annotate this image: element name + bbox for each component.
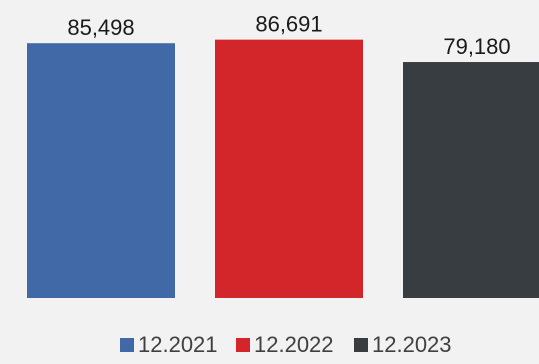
- legend-item-12-2021: 12.2021: [120, 332, 218, 357]
- legend-swatch: [120, 338, 134, 352]
- legend-label: 12.2023: [372, 332, 452, 357]
- legend-swatch: [236, 338, 250, 352]
- legend-label: 12.2021: [138, 332, 218, 357]
- legend-item-12-2022: 12.2022: [236, 332, 334, 357]
- data-label-12-2022: 86,691: [255, 12, 322, 37]
- data-labels-layer: 85,498 86,691 79,180: [67, 12, 510, 59]
- data-label-12-2023: 79,180: [443, 34, 510, 59]
- legend-item-12-2023: 12.2023: [354, 332, 452, 357]
- legend-swatch: [354, 338, 368, 352]
- bar-12-2021: [27, 43, 175, 299]
- data-label-12-2021: 85,498: [67, 15, 134, 40]
- legend-label: 12.2022: [254, 332, 334, 357]
- bar-12-2023: [403, 62, 539, 299]
- bar-12-2022: [215, 39, 363, 298]
- bars-layer: [27, 39, 539, 299]
- legend: 12.2021 12.2022 12.2023: [120, 332, 452, 357]
